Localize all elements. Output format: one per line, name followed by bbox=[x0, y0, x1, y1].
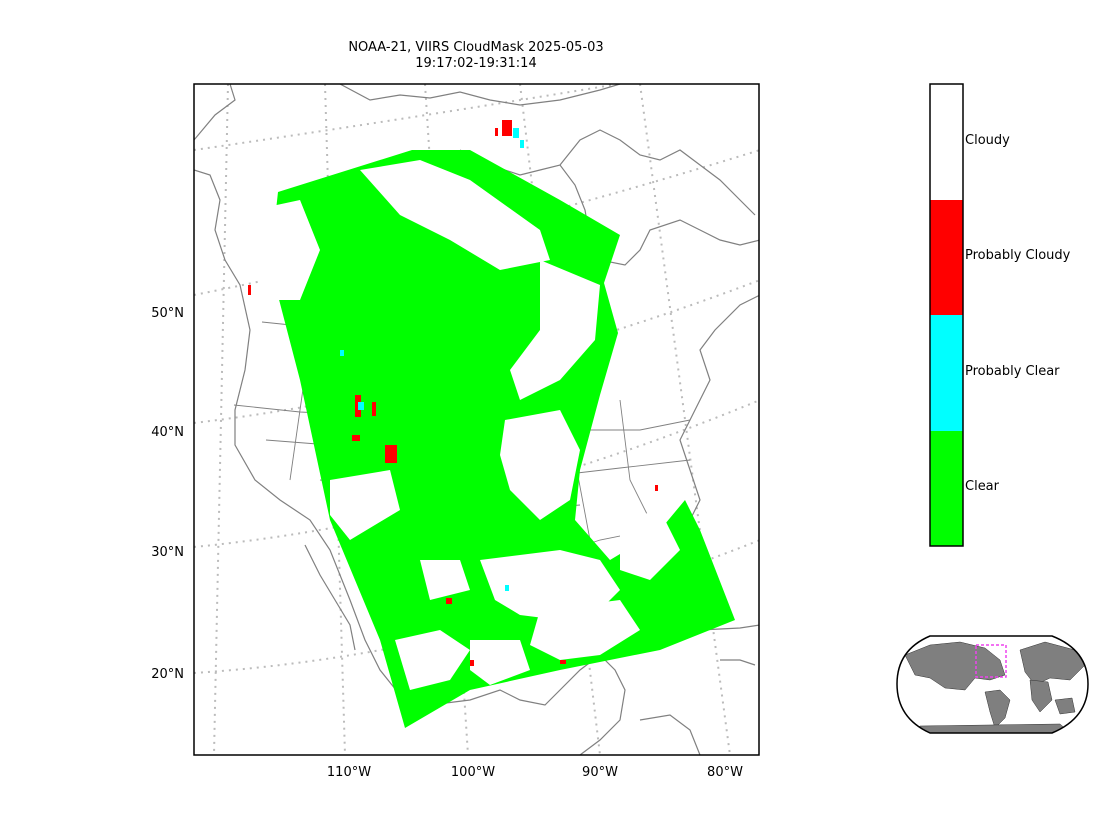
lat-label-50: 50°N bbox=[151, 306, 184, 321]
cloudmask-swath bbox=[230, 120, 735, 728]
title-line-1: NOAA-21, VIIRS CloudMask 2025-05-03 bbox=[348, 40, 604, 55]
map-title: NOAA-21, VIIRS CloudMask 2025-05-03 19:1… bbox=[276, 40, 676, 72]
colorbar-swatch-probably-clear bbox=[930, 315, 963, 431]
lon-label-110: 110°W bbox=[327, 765, 371, 780]
map-frame bbox=[193, 83, 760, 756]
legend-label-cloudy: Cloudy bbox=[965, 133, 1010, 148]
map-panel bbox=[194, 84, 759, 755]
legend-label-probably-clear: Probably Clear bbox=[965, 364, 1060, 379]
colorbar-frame bbox=[929, 83, 964, 547]
lat-label-30: 30°N bbox=[151, 545, 184, 560]
colorbar-swatch-probably-cloudy bbox=[930, 200, 963, 315]
legend-label-probably-cloudy: Probably Cloudy bbox=[965, 248, 1071, 263]
title-line-2: 19:17:02-19:31:14 bbox=[415, 56, 537, 71]
lon-label-80: 80°W bbox=[707, 765, 743, 780]
inset-globe bbox=[896, 635, 1089, 734]
colorbar bbox=[929, 83, 964, 547]
lat-label-40: 40°N bbox=[151, 425, 184, 440]
colorbar-swatch-clear bbox=[930, 431, 963, 546]
lat-label-20: 20°N bbox=[151, 667, 184, 682]
legend-label-clear: Clear bbox=[965, 479, 999, 494]
lon-label-100: 100°W bbox=[451, 765, 495, 780]
lon-label-90: 90°W bbox=[582, 765, 618, 780]
colorbar-swatch-cloudy bbox=[930, 84, 963, 200]
inset-region-box bbox=[975, 644, 1007, 678]
